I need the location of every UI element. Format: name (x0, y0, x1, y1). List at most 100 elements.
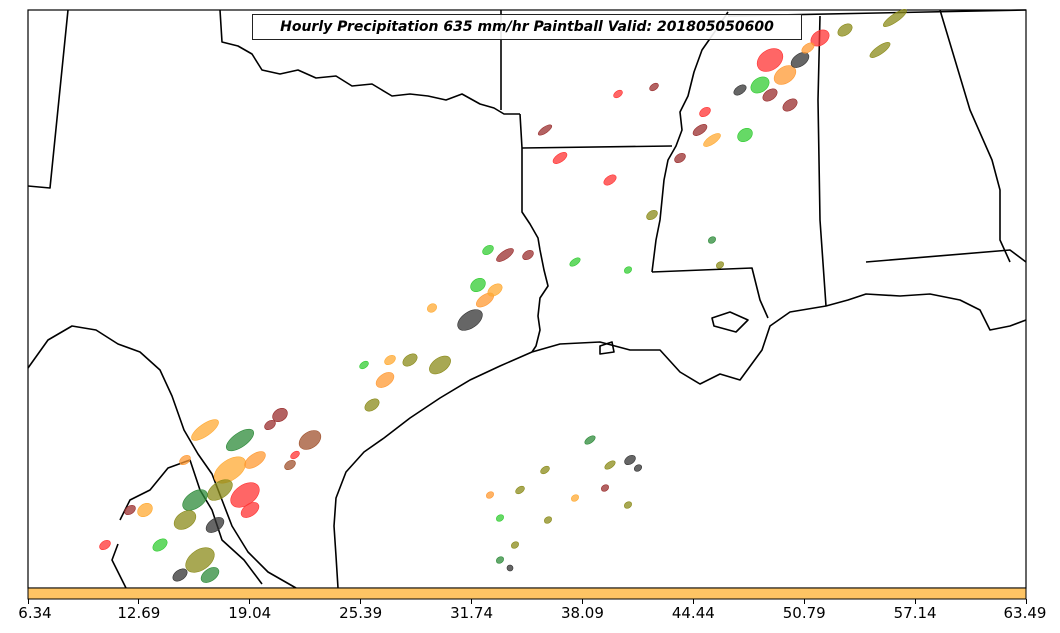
precip-blob (152, 538, 168, 552)
al-ga-border (939, 9, 1011, 263)
gulf-coast-east (531, 293, 1027, 385)
map-title: Hourly Precipitation 635 mm/hr Paintball… (252, 14, 802, 40)
precip-blob (570, 494, 580, 502)
precip-blob (773, 65, 797, 85)
precip-blob (733, 84, 747, 96)
precip-blob (364, 398, 380, 412)
precip-blob (623, 501, 633, 509)
la-ms-border (651, 267, 769, 319)
mexico-state-border-2 (111, 543, 127, 589)
precip-blob (762, 88, 778, 102)
tx-la-border (519, 113, 549, 353)
colorbar-tick (471, 599, 473, 604)
colorbar (27, 587, 1027, 600)
precip-blob (482, 244, 494, 256)
precip-blob (537, 124, 553, 136)
precip-blob (495, 556, 505, 564)
map-frame (27, 9, 1027, 589)
colorbar-tick-label: 63.49 (1003, 604, 1047, 622)
precip-blob (756, 48, 784, 72)
precip-blob (298, 430, 322, 450)
precip-blob (869, 42, 891, 58)
precip-blob (522, 249, 534, 261)
precip-blob (604, 460, 616, 470)
precip-blob (182, 489, 208, 511)
colorbar-tick-label: 12.69 (117, 604, 161, 622)
precip-blob (485, 491, 495, 499)
colorbar-tick (27, 599, 29, 604)
precip-blob (646, 209, 658, 221)
precip-blob (284, 459, 296, 471)
precip-blob (290, 450, 300, 460)
rio-grande-border (27, 325, 297, 589)
precip-blob (240, 502, 260, 518)
precip-blob (515, 485, 525, 495)
colorbar-tick-label: 25.39 (339, 604, 383, 622)
colorbar-tick (803, 599, 805, 604)
precip-blob (613, 89, 623, 99)
precip-blob (707, 236, 717, 244)
colorbar-tick-label: 6.34 (18, 604, 52, 622)
precip-blob (750, 76, 770, 94)
precip-blob (495, 514, 505, 522)
nm-tx-border (27, 9, 69, 189)
precip-blob (244, 451, 266, 469)
ar-la-border (521, 145, 673, 149)
precip-blob (172, 568, 188, 582)
colorbar-tick-label: 57.14 (893, 604, 937, 622)
precip-blob (703, 133, 721, 147)
state-boundaries (27, 9, 1027, 589)
precip-blob (213, 456, 247, 484)
precip-blob (137, 502, 153, 518)
precip-blob (782, 98, 798, 112)
precip-blob (633, 464, 643, 472)
ms-al-border (817, 15, 827, 307)
precip-blob (200, 567, 220, 583)
precip-blob (185, 547, 215, 573)
precip-blob (487, 283, 503, 297)
precip-blob (540, 465, 550, 475)
colorbar-tick (249, 599, 251, 604)
colorbar-tick (138, 599, 140, 604)
precip-blob (790, 52, 810, 68)
precip-blob (272, 407, 288, 423)
mexico-state-border-1 (119, 459, 263, 585)
mississippi-river (651, 11, 729, 273)
colorbar-tick (1025, 599, 1027, 604)
al-fl-border (865, 249, 1027, 263)
precip-blob (359, 360, 369, 370)
colorbar-tick (581, 599, 583, 604)
colorbar-tick (914, 599, 916, 604)
precip-blob (623, 266, 633, 274)
precip-blob (427, 303, 437, 313)
precip-blob (569, 257, 581, 267)
precip-blob (173, 510, 197, 530)
precip-blob (384, 354, 396, 366)
precip-blob (205, 517, 225, 533)
precip-blob (883, 9, 907, 27)
precip-blob (600, 484, 610, 492)
precip-blob (179, 454, 191, 466)
precip-blob (402, 353, 418, 367)
red-river-border (219, 9, 520, 115)
precipitation-paintballs (99, 9, 907, 583)
lake-pontchartrain (711, 311, 749, 333)
precip-blob (470, 277, 486, 293)
precip-blob (603, 174, 617, 186)
precip-blob (837, 23, 853, 37)
precip-blob (99, 539, 111, 551)
precip-blob (699, 106, 711, 118)
precip-blob (506, 564, 514, 572)
precip-blob (225, 428, 255, 452)
precip-blob (649, 82, 659, 92)
precip-blob (692, 124, 708, 136)
precip-blob (191, 419, 219, 441)
precip-blob (715, 261, 725, 269)
precip-blob (124, 504, 136, 516)
precip-blob (429, 355, 451, 375)
colorbar-tick (692, 599, 694, 604)
lake-small (599, 341, 615, 355)
precip-blob (496, 248, 514, 262)
colorbar-tick-label: 38.09 (560, 604, 604, 622)
